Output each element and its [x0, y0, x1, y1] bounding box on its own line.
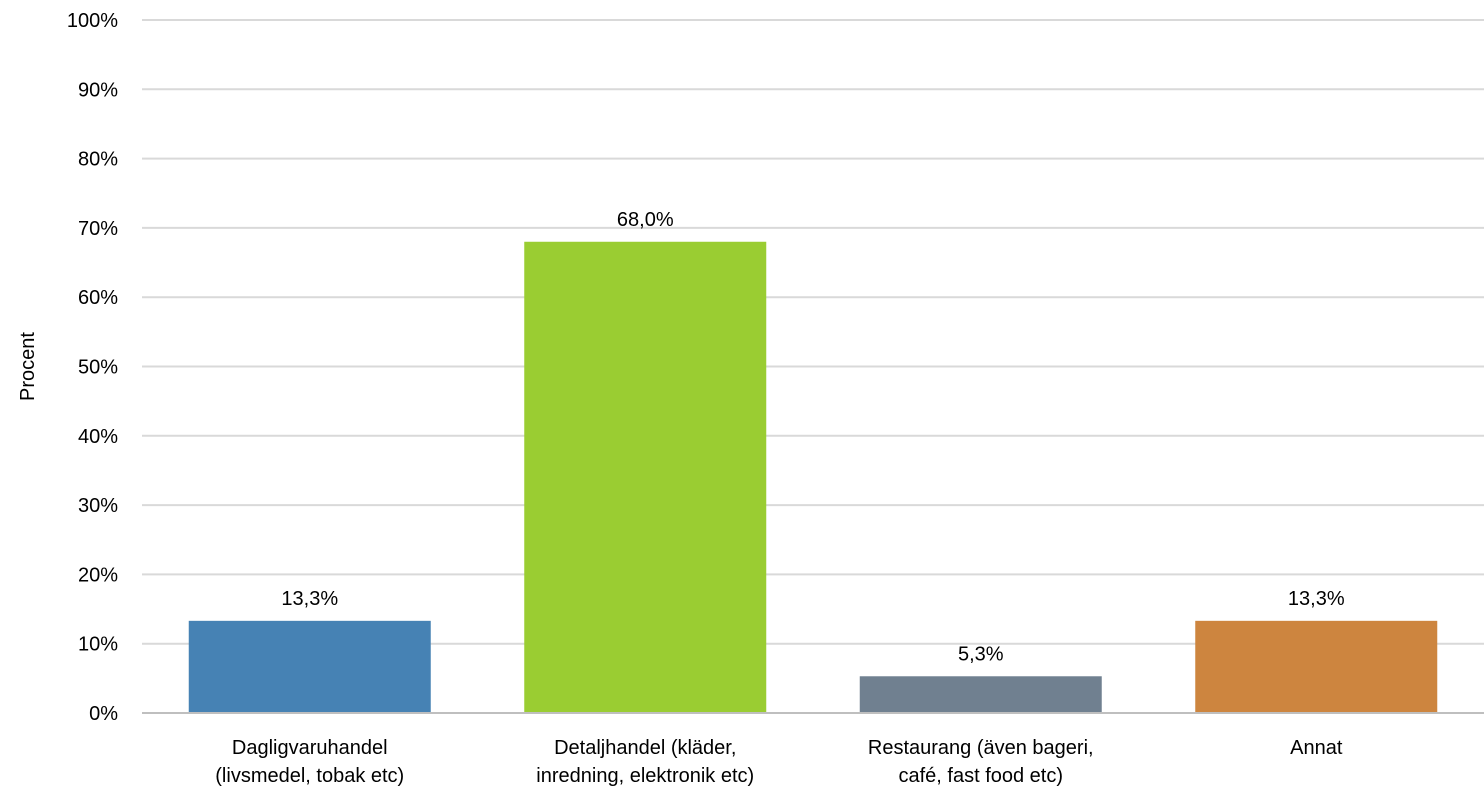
x-tick-label: Detaljhandel (kläder,	[554, 737, 736, 759]
gridlines	[142, 19, 1484, 645]
y-axis-title: Procent	[17, 332, 39, 401]
bar	[524, 241, 767, 713]
bars	[188, 241, 1438, 713]
data-label: 5,3%	[958, 643, 1004, 665]
x-axis-tick-labels: Dagligvaruhandel (livsmedel, tobak etc) De…	[215, 737, 1343, 787]
bar	[859, 676, 1102, 713]
bar	[1195, 620, 1438, 713]
x-tick-label: Dagligvaruhandel	[232, 737, 388, 759]
x-tick-label: Restaurang (även bageri,	[868, 737, 1094, 759]
data-label: 13,3%	[1288, 588, 1345, 610]
bar	[188, 620, 431, 713]
y-tick-label: 80%	[78, 149, 118, 171]
y-tick-label: 70%	[78, 218, 118, 240]
y-tick-label: 20%	[78, 564, 118, 586]
x-tick-label: (livsmedel, tobak etc)	[215, 765, 404, 787]
y-tick-label: 50%	[78, 357, 118, 379]
y-tick-label: 60%	[78, 287, 118, 309]
data-label: 13,3%	[281, 588, 338, 610]
x-tick-label: café, fast food etc)	[898, 765, 1063, 787]
y-tick-label: 30%	[78, 495, 118, 517]
x-tick-label: inredning, elektronik etc)	[536, 765, 754, 787]
x-tick-label: Annat	[1290, 737, 1343, 759]
y-tick-label: 40%	[78, 426, 118, 448]
data-labels: 13,3% 68,0% 5,3% 13,3%	[281, 209, 1344, 666]
y-tick-label: 100%	[67, 10, 118, 32]
data-label: 68,0%	[617, 209, 674, 231]
y-axis-tick-labels: 0% 10% 20% 30% 40% 50% 60% 70% 80% 90% 100%	[67, 10, 118, 725]
y-tick-label: 90%	[78, 79, 118, 101]
y-tick-label: 0%	[89, 703, 118, 725]
y-tick-label: 10%	[78, 634, 118, 656]
